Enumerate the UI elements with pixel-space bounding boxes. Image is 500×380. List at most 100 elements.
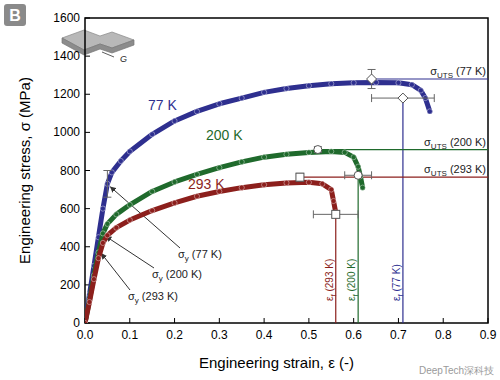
curve-point [356, 164, 361, 169]
fracture-label: εf (77 K) [391, 264, 405, 301]
gauge-mark [102, 52, 114, 57]
curve-point [127, 149, 132, 154]
curve-point [85, 320, 88, 323]
yield-label: σy (200 K) [152, 268, 202, 283]
error-bar [313, 210, 358, 218]
curve-point [91, 277, 96, 282]
curve [85, 182, 336, 323]
curve-point [172, 200, 177, 205]
point-marker [354, 171, 362, 179]
curve-point [262, 155, 267, 160]
curve-point [127, 217, 132, 222]
y-tick-label: 800 [60, 164, 80, 178]
error-bar [345, 171, 372, 179]
x-tick-label: 0.3 [211, 328, 228, 342]
curve-point [284, 152, 289, 157]
uts-label: σUTS (200 K) [424, 136, 486, 151]
curve-point [284, 86, 289, 91]
x-tick-label: 0.6 [345, 328, 362, 342]
x-tick [488, 318, 489, 323]
curve-point [114, 212, 119, 217]
subscript: UTS [431, 169, 447, 178]
y-tick-label: 1200 [53, 87, 80, 101]
curve-point [100, 240, 105, 245]
label-rest: (293 K) [324, 259, 335, 295]
panel-label: B [4, 4, 26, 26]
point-markers [103, 69, 434, 218]
curve-point [239, 95, 244, 100]
uts-label: σUTS (293 K) [424, 163, 486, 178]
label-rest: (200 K) [346, 259, 357, 295]
curve-point [320, 181, 325, 186]
error-bar [372, 94, 435, 102]
curve-point [262, 90, 267, 95]
curve-point [427, 109, 432, 114]
curve-point [409, 82, 414, 87]
curve-point [360, 185, 365, 190]
inset-label: G [120, 54, 127, 64]
x-tick-label: 0.4 [256, 328, 273, 342]
fracture-line [402, 98, 403, 323]
x-tick [353, 318, 354, 323]
panel-label-text: B [9, 7, 21, 24]
point-marker [367, 74, 377, 84]
y-tick [85, 56, 90, 57]
fracture-label: εf (200 K) [346, 259, 360, 301]
point-marker [296, 173, 304, 181]
curve-point [306, 150, 311, 155]
label-rest: (200 K) [163, 268, 202, 280]
curve-point [342, 150, 347, 155]
yield-label: σy (293 K) [128, 290, 178, 305]
y-tick-label: 200 [60, 278, 80, 292]
curve [85, 151, 363, 323]
fracture-line [335, 214, 336, 323]
curve-point [194, 194, 199, 199]
yield-arrow [106, 236, 154, 268]
x-tick [174, 318, 175, 323]
uts-line [300, 177, 488, 178]
curve-point [194, 172, 199, 177]
curve-point [114, 225, 119, 230]
plot-frame [85, 18, 488, 323]
curve-point [150, 208, 155, 213]
curve-point [331, 198, 336, 203]
curve-point [127, 202, 132, 207]
curve-point [351, 155, 356, 160]
curve-point [329, 149, 334, 154]
x-tick-label: 0.7 [390, 328, 407, 342]
curve-point [239, 159, 244, 164]
error-bar [296, 173, 304, 181]
y-tick-label: 600 [60, 202, 80, 216]
y-tick-label: 1400 [53, 49, 80, 63]
curve-label: 200 K [206, 127, 243, 143]
background [0, 0, 500, 380]
fracture-line [358, 175, 359, 323]
curve-label: 77 K [148, 97, 177, 113]
panel-label-box [4, 4, 26, 26]
curve-point [351, 80, 356, 85]
x-tick [398, 318, 399, 323]
label-rest: (293 K) [447, 163, 486, 175]
y-tick-label: 0 [73, 316, 80, 330]
curve-point [396, 80, 401, 85]
curve-point [217, 165, 222, 170]
fracture-label: εf (293 K) [324, 259, 338, 301]
curve-point [418, 88, 423, 93]
curve-point [217, 189, 222, 194]
point-marker [314, 146, 322, 154]
curve-point [194, 109, 199, 114]
label-rest: (293 K) [139, 290, 178, 302]
y-tick [85, 94, 90, 95]
curve-point [329, 81, 334, 86]
watermark: DeepTech深科技 [419, 365, 494, 376]
x-tick [129, 318, 130, 323]
label-rest: (200 K) [447, 136, 486, 148]
curve-point [262, 182, 267, 187]
subscript: UTS [437, 71, 453, 80]
curve-point [217, 101, 222, 106]
chart: BG0.00.10.20.30.40.50.60.70.80.902004006… [0, 0, 500, 380]
y-tick [85, 132, 90, 133]
x-tick [308, 318, 309, 323]
label-rest: (77 K) [391, 264, 402, 294]
label-rest: (77 K) [189, 248, 222, 260]
